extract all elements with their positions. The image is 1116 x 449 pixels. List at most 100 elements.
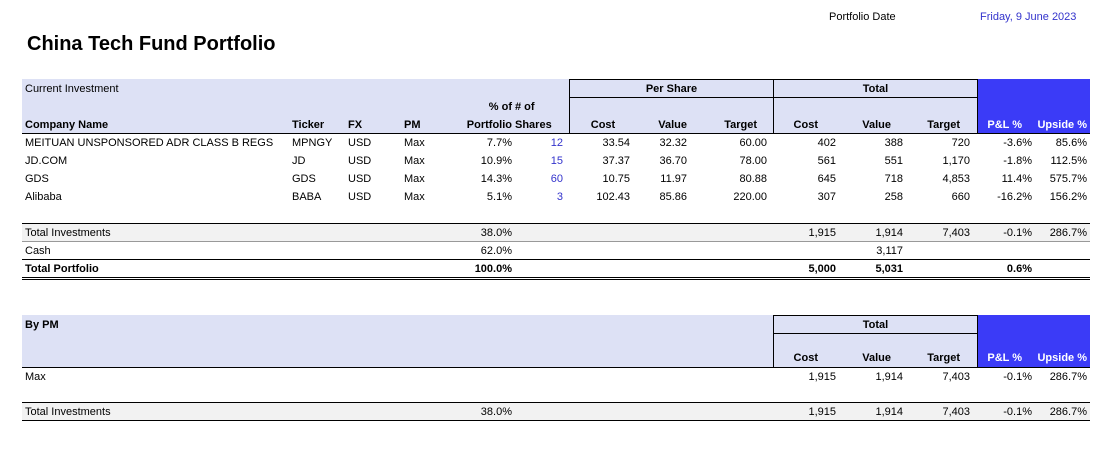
- col-pnl: P&L %: [987, 352, 1022, 364]
- cell-pm: Max: [25, 371, 46, 383]
- cell-pm: Max: [404, 173, 425, 185]
- header-band: [22, 315, 978, 367]
- col-shares-top: # of: [515, 101, 535, 113]
- cell-fx: USD: [348, 173, 372, 185]
- cell-ps-target: 60.00: [739, 137, 767, 149]
- cell-company: Alibaba: [25, 191, 62, 203]
- col-t-target: Target: [927, 352, 960, 364]
- portfolio-border-1: [22, 277, 1090, 278]
- col-t-value: Value: [862, 352, 891, 364]
- total-inv-pnl: -0.1%: [1003, 406, 1032, 418]
- cell-t-value: 388: [884, 137, 903, 149]
- cell-pm: Max: [404, 137, 425, 149]
- cell-t-cost: 645: [817, 173, 836, 185]
- group-border-right: [977, 315, 978, 367]
- cell-t-value: 1,914: [875, 371, 903, 383]
- cash-value: 3,117: [876, 245, 903, 257]
- total-port-cost: 5,000: [808, 263, 836, 275]
- total-inv-pnl: -0.1%: [1003, 227, 1032, 239]
- cell-ps-target: 80.88: [739, 173, 767, 185]
- section-label: By PM: [25, 319, 59, 331]
- cell-ps-cost: 10.75: [602, 173, 630, 185]
- cell-pnl: -0.1%: [1003, 371, 1032, 383]
- total-border-top: [22, 402, 1090, 403]
- col-ps-value: Value: [658, 119, 687, 131]
- cell-pnl: -16.2%: [997, 191, 1032, 203]
- group-border-right: [977, 79, 978, 133]
- total-border-bottom: [22, 420, 1090, 421]
- cell-ticker: JD: [292, 155, 306, 167]
- cell-fx: USD: [348, 191, 372, 203]
- col-ps-cost: Cost: [590, 119, 616, 131]
- cell-ps-value: 32.32: [659, 137, 687, 149]
- col-t-value: Value: [862, 119, 891, 131]
- total-inv-pct: 38.0%: [480, 227, 512, 239]
- header-band: [22, 79, 978, 133]
- cell-t-cost: 1,915: [808, 371, 836, 383]
- cell-ps-value: 11.97: [660, 173, 687, 185]
- cell-pm: Max: [404, 191, 425, 203]
- total-inv-target: 7,403: [942, 227, 970, 239]
- cell-ps-cost: 37.37: [602, 155, 630, 167]
- cell-shares[interactable]: 60: [550, 173, 563, 185]
- cell-ps-value: 85.86: [659, 191, 687, 203]
- pnl-header-band: [978, 79, 1090, 133]
- total-inv-label: Total Investments: [25, 227, 111, 239]
- total-inv-label: Total Investments: [25, 406, 111, 418]
- cell-t-target: 4,853: [942, 173, 970, 185]
- col-pnl: P&L %: [987, 119, 1022, 131]
- cash-pct: 62.0%: [480, 245, 512, 257]
- cell-upside: 156.2%: [1049, 191, 1087, 203]
- cell-ps-target: 220.00: [733, 191, 767, 203]
- col-pct-top: % of: [488, 101, 512, 113]
- col-ps-target: Target: [724, 119, 757, 131]
- cell-pnl: -1.8%: [1003, 155, 1032, 167]
- total-border-top: [22, 223, 1090, 224]
- cell-t-target: 7,403: [942, 371, 970, 383]
- cell-upside: 85.6%: [1055, 137, 1087, 149]
- total-port-label: Total Portfolio: [25, 263, 99, 275]
- cell-pct: 5.1%: [486, 191, 512, 203]
- total-inv-cost: 1,915: [808, 406, 836, 418]
- cell-shares[interactable]: 12: [550, 137, 563, 149]
- cell-shares[interactable]: 3: [556, 191, 563, 203]
- cell-t-target: 1,170: [942, 155, 970, 167]
- total-port-pct: 100.0%: [474, 263, 512, 275]
- cell-t-value: 258: [884, 191, 903, 203]
- cell-ticker: GDS: [292, 173, 316, 185]
- total-inv-cost: 1,915: [808, 227, 836, 239]
- portfolio-date-label: Portfolio Date: [829, 11, 896, 23]
- cell-upside: 112.5%: [1050, 155, 1088, 167]
- pnl-header-band: [978, 315, 1090, 367]
- header-underline: [22, 133, 1090, 134]
- col-pm: PM: [404, 119, 421, 131]
- cell-pct: 14.3%: [480, 173, 512, 185]
- group-per-share: Per Share: [645, 83, 698, 95]
- cell-ticker: MPNGY: [292, 137, 333, 149]
- cell-company: MEITUAN UNSPONSORED ADR CLASS B REGS: [25, 137, 274, 149]
- total-port-pnl: 0.6%: [1006, 263, 1032, 275]
- total-inv-value: 1,914: [875, 227, 903, 239]
- cell-ticker: BABA: [292, 191, 322, 203]
- total-inv-upside: 286.7%: [1049, 227, 1087, 239]
- col-ticker: Ticker: [292, 119, 325, 131]
- cell-fx: USD: [348, 137, 372, 149]
- total-inv-pct: 38.0%: [480, 406, 512, 418]
- group-border-left: [773, 315, 774, 367]
- cell-ps-value: 36.70: [659, 155, 687, 167]
- header-underline: [22, 367, 1090, 368]
- cell-pct: 10.9%: [480, 155, 512, 167]
- portfolio-border-2: [22, 279, 1090, 280]
- cash-label: Cash: [25, 245, 51, 257]
- cell-t-value: 551: [884, 155, 903, 167]
- section-label: Current Investment: [25, 83, 119, 95]
- cell-ps-target: 78.00: [739, 155, 767, 167]
- cell-fx: USD: [348, 155, 372, 167]
- cell-shares[interactable]: 15: [550, 155, 563, 167]
- group-border-top: [773, 315, 978, 316]
- cell-t-cost: 561: [817, 155, 836, 167]
- col-shares-bottom: Shares: [515, 119, 552, 131]
- cell-upside: 575.7%: [1049, 173, 1087, 185]
- col-t-cost: Cost: [793, 119, 818, 131]
- group-total: Total: [862, 83, 889, 95]
